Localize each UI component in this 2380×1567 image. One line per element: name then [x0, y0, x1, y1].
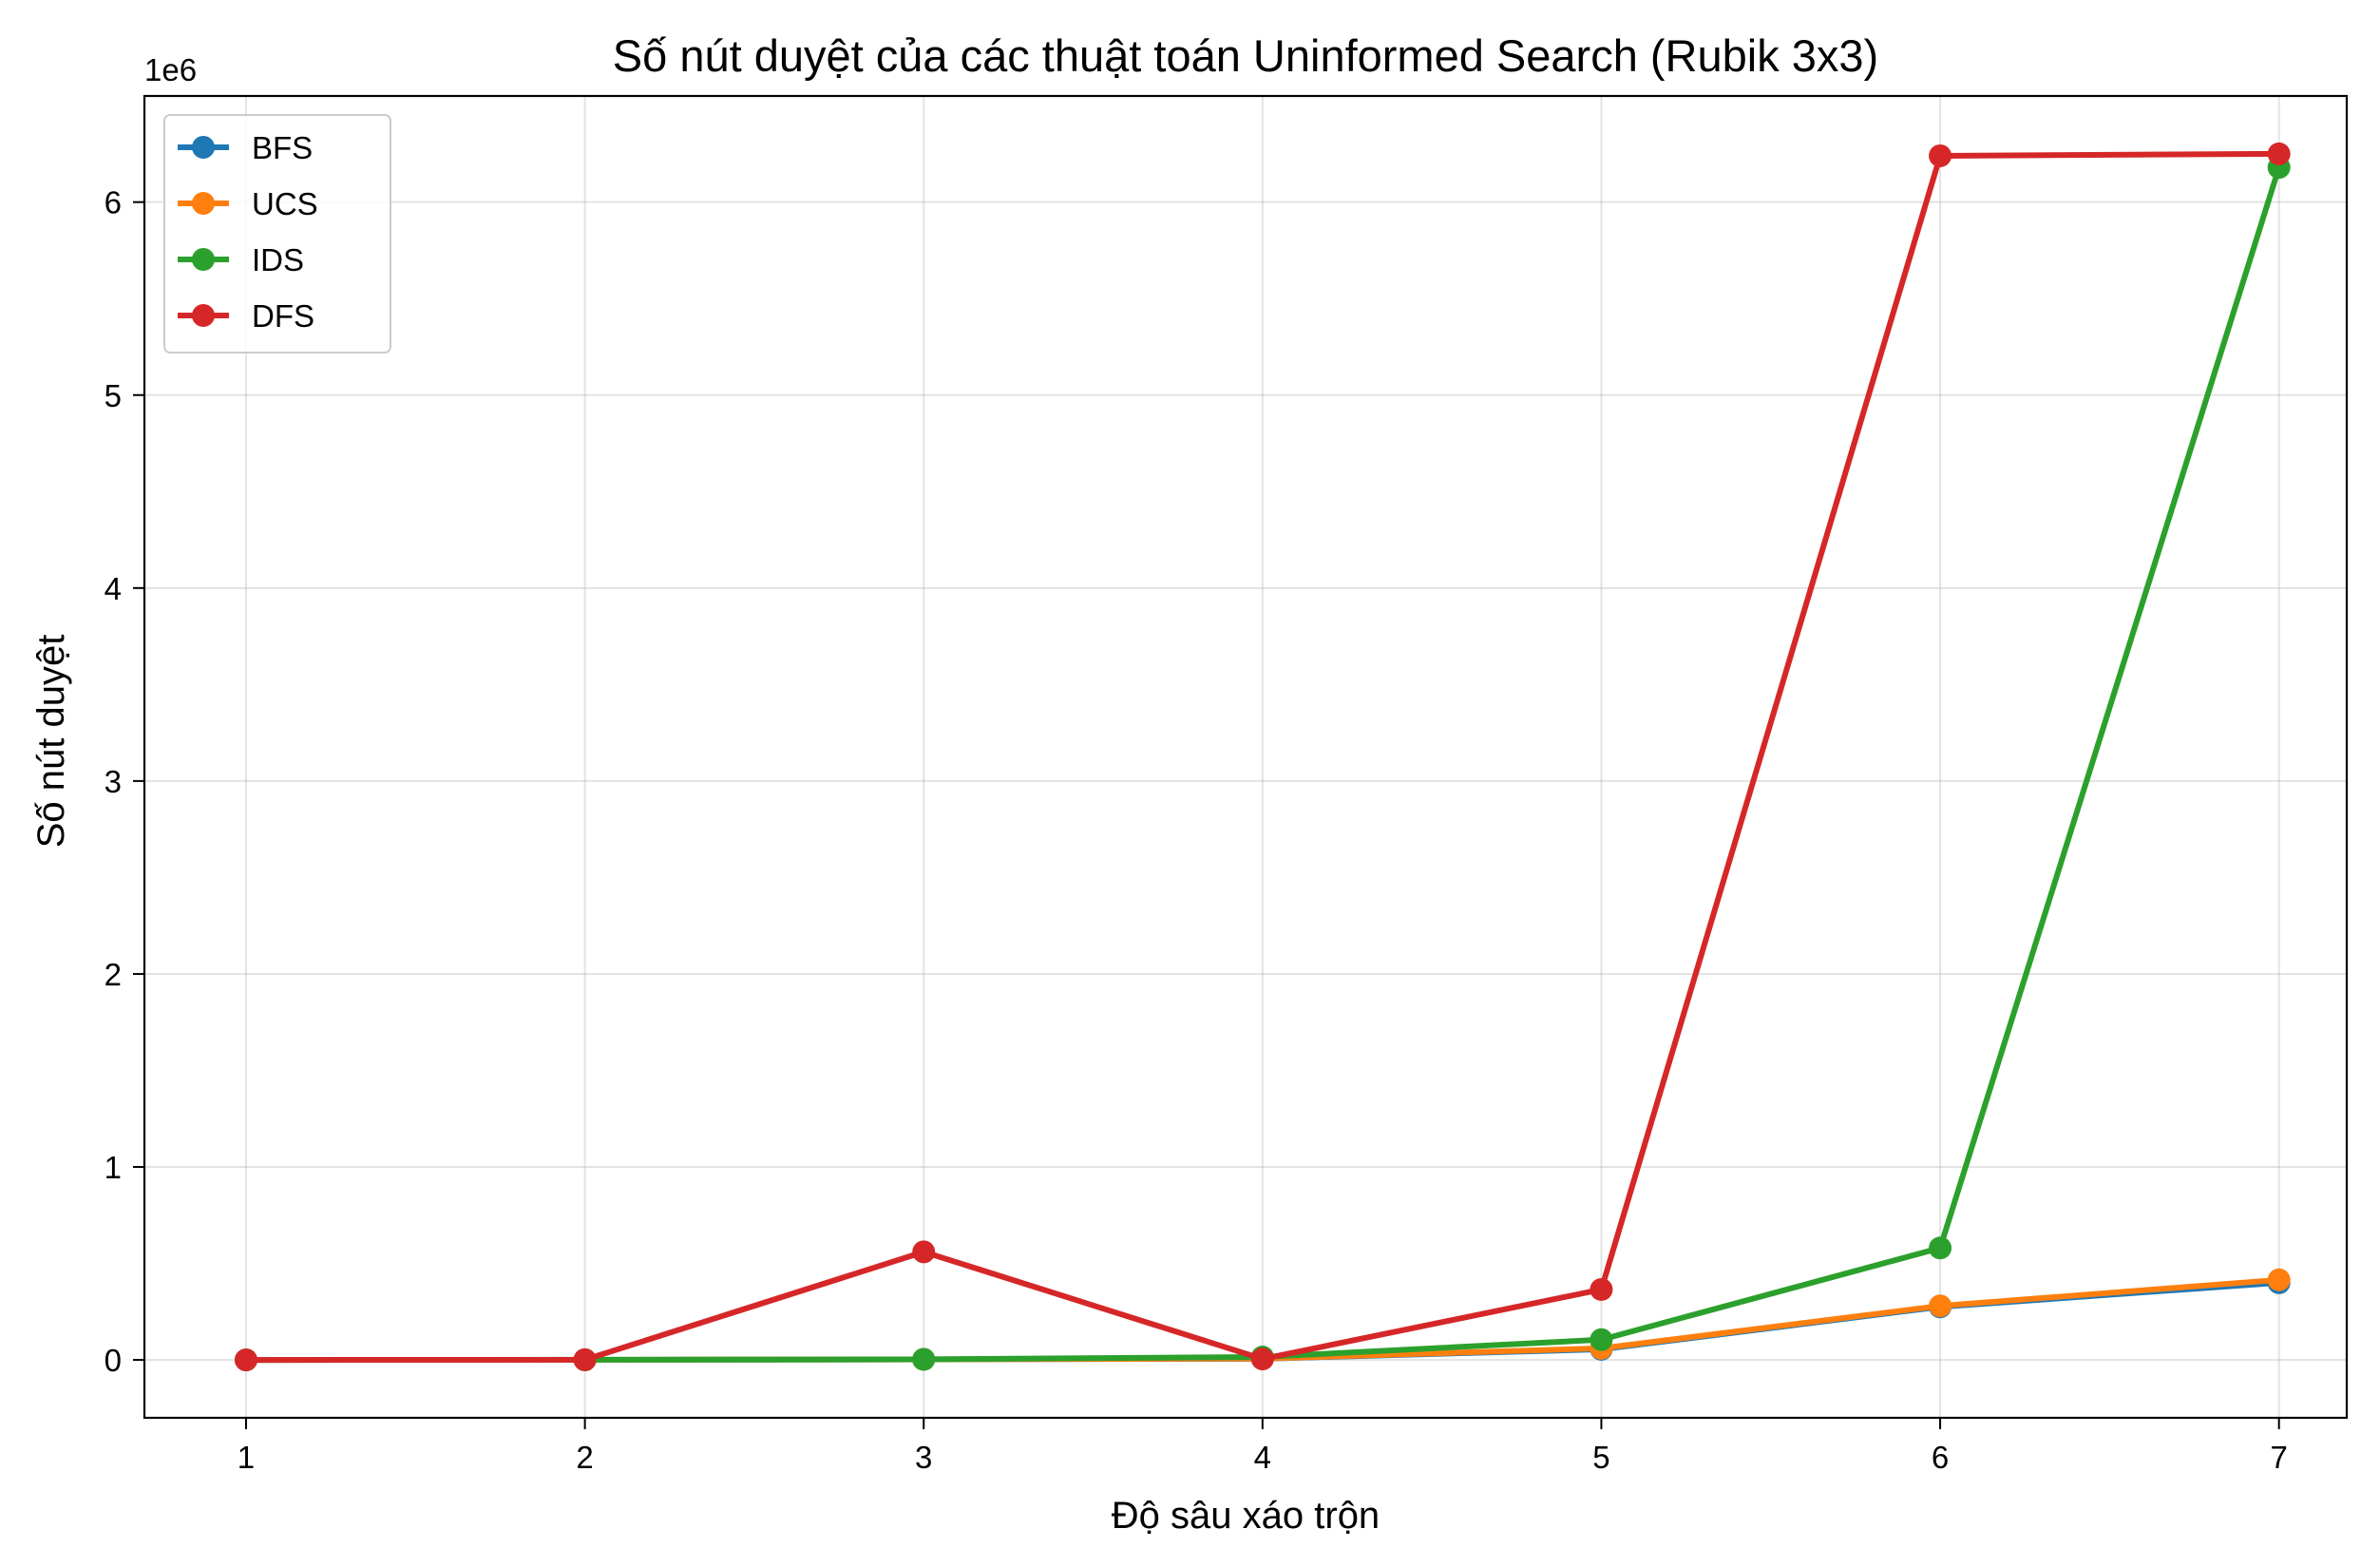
axis-ticks: 1 2 3 4 5 6 7 0 1 2 3 4 5 6: [105, 185, 2288, 1475]
y-axis-label: Số nút duyệt: [30, 635, 72, 849]
legend-item-bfs: BFS: [178, 130, 313, 165]
y-tick-label: 2: [105, 957, 122, 992]
legend-item-ids: IDS: [178, 242, 304, 277]
series-lines: [234, 142, 2291, 1372]
y-tick-label: 3: [105, 764, 122, 799]
data-point-ids: [912, 1347, 936, 1371]
data-point-dfs: [912, 1240, 936, 1264]
data-point-ucs: [2267, 1268, 2291, 1291]
legend-marker: [192, 136, 215, 159]
x-tick-label: 7: [2270, 1440, 2287, 1475]
y-tick-label: 4: [105, 571, 122, 606]
legend-marker: [192, 192, 215, 215]
y-tick-label: 1: [105, 1150, 122, 1185]
legend-label: DFS: [252, 298, 314, 334]
y-tick-label: 6: [105, 185, 122, 220]
legend-marker: [192, 248, 215, 271]
data-point-dfs: [234, 1348, 257, 1372]
y-tick-label: 0: [105, 1343, 122, 1378]
legend-item-ucs: UCS: [178, 186, 318, 221]
data-point-ucs: [1929, 1294, 1952, 1318]
x-tick-label: 5: [1592, 1440, 1609, 1475]
legend-label: UCS: [252, 186, 318, 221]
legend: BFS UCS IDS DFS: [163, 114, 391, 354]
legend-marker: [192, 304, 215, 327]
x-axis-label: Độ sâu xáo trộn: [1112, 1495, 1380, 1537]
x-tick-label: 1: [238, 1440, 255, 1475]
data-point-dfs: [2267, 142, 2291, 165]
chart-title: Số nút duyệt của các thuật toán Uninform…: [613, 30, 1878, 81]
data-point-dfs: [573, 1347, 597, 1371]
data-point-dfs: [1250, 1347, 1274, 1371]
y-tick-label: 5: [105, 378, 122, 413]
plot-frame: [143, 94, 2349, 1420]
x-tick-label: 3: [915, 1440, 932, 1475]
data-point-ids: [1590, 1328, 1613, 1351]
legend-box: [163, 114, 391, 354]
data-point-ids: [1929, 1236, 1952, 1260]
legend-label: IDS: [252, 242, 304, 277]
legend-item-dfs: DFS: [178, 298, 314, 334]
data-point-dfs: [1929, 143, 1952, 167]
x-tick-label: 2: [576, 1440, 593, 1475]
x-tick-label: 4: [1254, 1440, 1271, 1475]
y-axis-offset-label: 1e6: [144, 52, 197, 87]
series-dfs: [234, 142, 2291, 1372]
x-tick-label: 6: [1932, 1440, 1949, 1475]
legend-label: BFS: [252, 130, 313, 165]
data-point-dfs: [1590, 1277, 1613, 1301]
